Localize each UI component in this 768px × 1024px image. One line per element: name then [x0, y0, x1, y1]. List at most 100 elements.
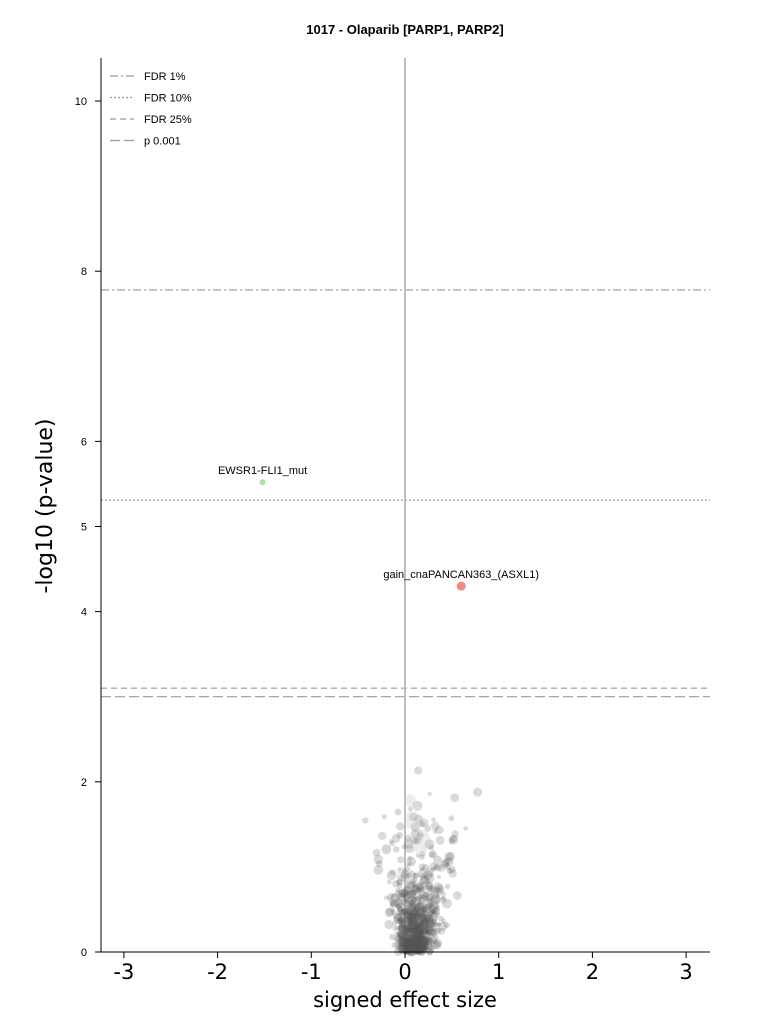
background-point	[404, 834, 412, 842]
background-point	[394, 940, 403, 950]
background-point	[397, 905, 404, 913]
legend-label-2: FDR 25%	[144, 114, 192, 126]
background-point	[422, 885, 428, 891]
x-axis-title: signed effect size	[313, 988, 497, 1012]
background-point	[408, 940, 419, 951]
background-point	[418, 906, 427, 914]
background-point	[406, 913, 414, 920]
background-point	[405, 907, 414, 916]
background-point	[425, 947, 434, 956]
background-point	[412, 924, 420, 932]
background-point	[390, 908, 396, 914]
background-point	[416, 931, 421, 937]
background-point	[407, 918, 416, 927]
background-point	[421, 935, 431, 945]
background-point	[413, 937, 422, 946]
background-point	[403, 932, 409, 937]
background-point	[397, 883, 403, 889]
background-point	[419, 935, 429, 945]
background-point	[381, 814, 387, 820]
background-point	[424, 839, 435, 850]
background-point	[423, 939, 428, 945]
background-point	[412, 931, 422, 940]
background-point	[425, 943, 435, 954]
background-point	[391, 893, 397, 899]
background-point	[414, 939, 424, 949]
background-point	[415, 908, 425, 918]
background-point	[418, 938, 426, 946]
background-point	[408, 944, 415, 951]
background-point	[401, 926, 410, 934]
background-point	[413, 947, 422, 955]
background-point	[409, 941, 415, 947]
background-point	[398, 934, 407, 943]
background-point	[375, 860, 383, 868]
background-point	[403, 937, 410, 944]
background-point	[411, 918, 416, 922]
background-point	[421, 937, 430, 947]
background-point	[416, 936, 427, 946]
background-point	[407, 938, 412, 943]
background-point	[416, 944, 422, 951]
background-point	[413, 931, 421, 938]
background-point	[412, 924, 418, 930]
background-point	[393, 936, 399, 942]
background-point	[416, 929, 425, 938]
legend-label-3: p 0.001	[144, 136, 181, 148]
background-point	[417, 932, 423, 939]
background-point	[444, 862, 449, 867]
background-point	[419, 943, 428, 952]
background-point	[405, 886, 414, 895]
background-point	[414, 939, 422, 947]
background-point	[418, 894, 424, 899]
background-point	[411, 927, 416, 932]
background-point	[397, 930, 406, 939]
background-point	[415, 923, 420, 928]
background-point	[417, 869, 427, 879]
background-point	[406, 934, 415, 944]
background-point	[425, 912, 431, 917]
background-point	[378, 831, 387, 841]
background-point	[412, 942, 420, 951]
background-point	[397, 944, 407, 954]
background-point	[419, 903, 429, 913]
background-point	[428, 844, 435, 851]
background-point	[420, 931, 428, 938]
background-point	[408, 936, 417, 944]
background-point	[412, 913, 419, 920]
background-point	[397, 892, 406, 901]
background-point	[433, 863, 442, 872]
background-point	[414, 942, 425, 953]
background-point	[400, 920, 406, 927]
background-point	[430, 940, 440, 950]
background-point	[412, 939, 423, 950]
background-points	[362, 766, 483, 957]
background-point	[433, 926, 440, 933]
background-point	[396, 908, 405, 917]
background-point	[407, 939, 418, 950]
background-point	[401, 919, 407, 925]
background-point	[393, 913, 402, 921]
background-point	[406, 946, 413, 953]
background-point	[406, 920, 412, 925]
background-point	[404, 910, 413, 919]
background-point	[407, 925, 413, 931]
chart-title: 1017 - Olaparib [PARP1, PARP2]	[306, 22, 503, 37]
background-point	[440, 896, 446, 901]
background-point	[422, 938, 429, 945]
background-point	[402, 940, 411, 949]
background-point	[414, 942, 423, 951]
background-point	[413, 944, 421, 952]
background-point	[408, 912, 416, 921]
background-point	[413, 837, 420, 844]
background-point	[402, 885, 412, 895]
background-point	[403, 917, 408, 922]
background-point	[405, 933, 411, 939]
y-tick-label: 8	[81, 266, 87, 278]
y-tick-label: 0	[81, 947, 87, 959]
background-point	[402, 944, 407, 949]
background-point	[405, 931, 413, 939]
background-point	[423, 904, 433, 914]
background-point	[429, 911, 439, 922]
background-point	[421, 905, 431, 914]
